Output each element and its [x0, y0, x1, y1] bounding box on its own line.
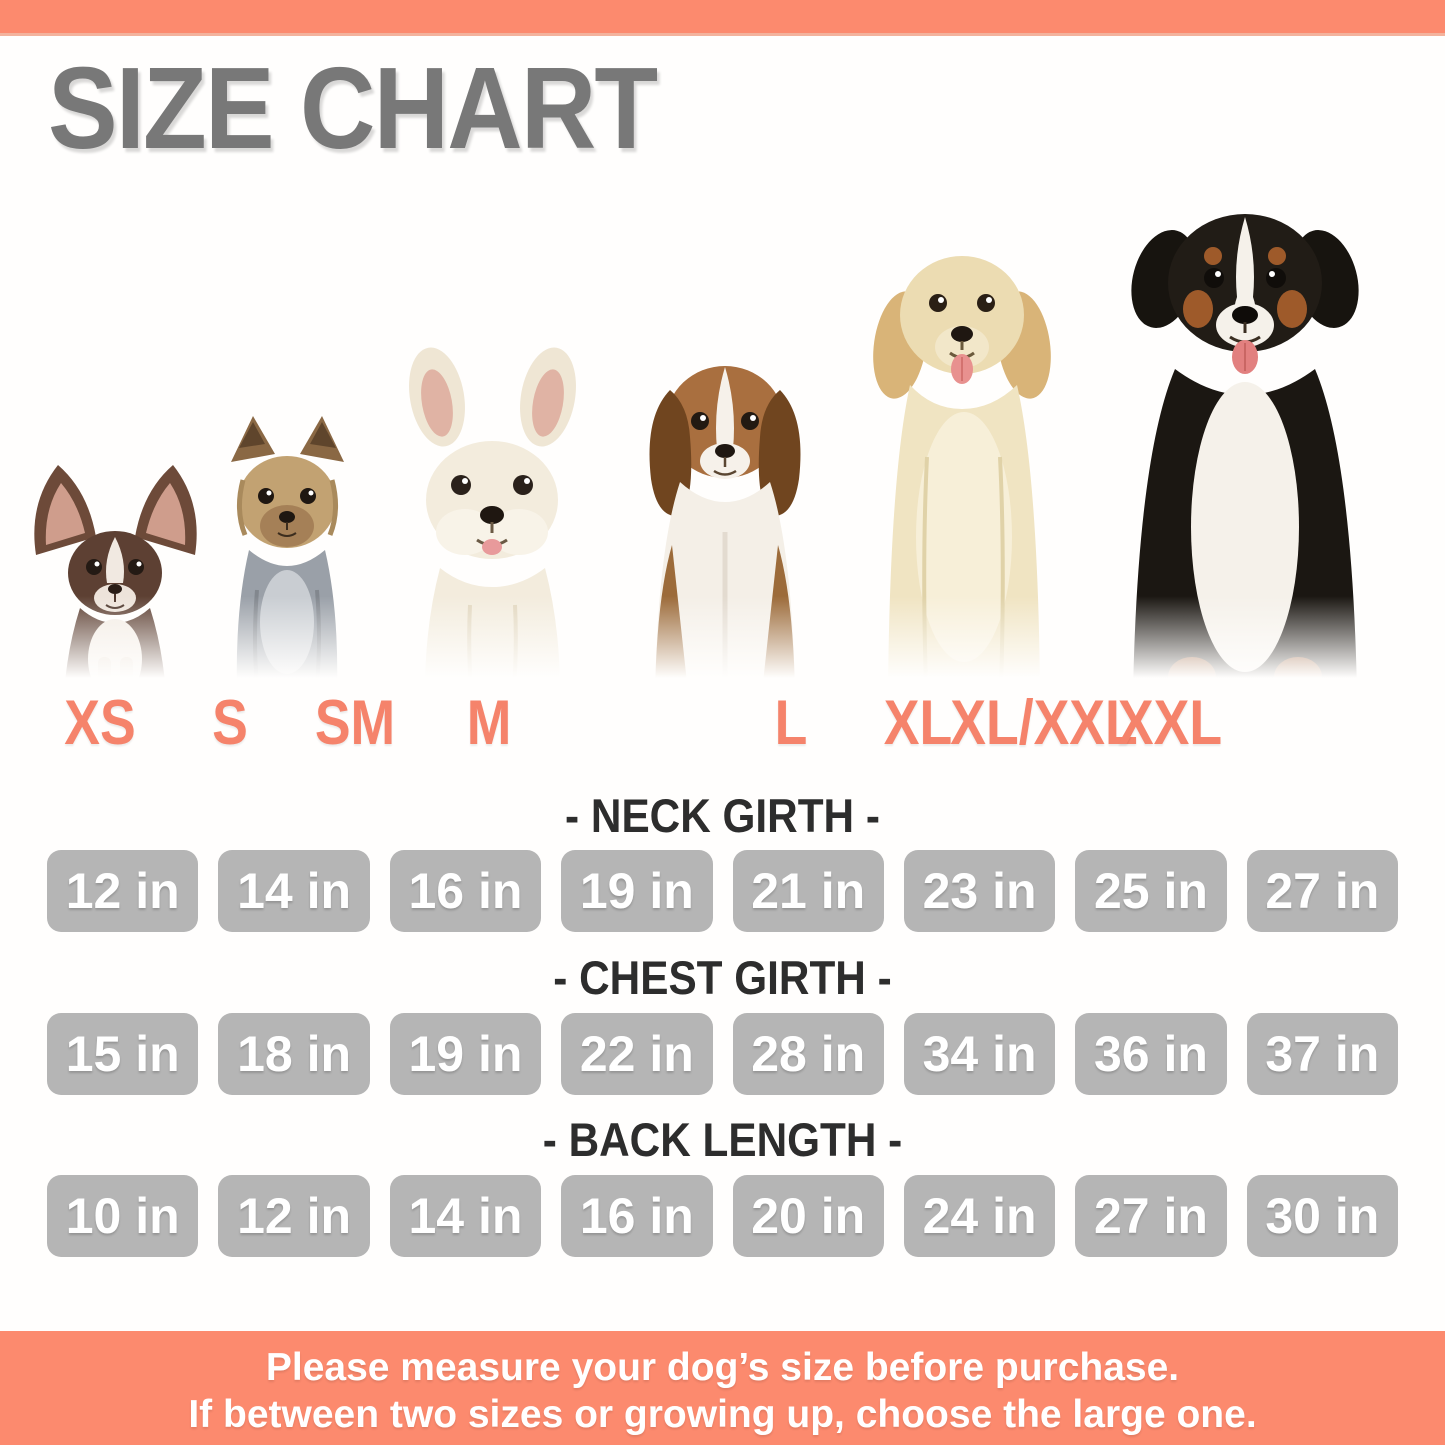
back-length-value: 14 in — [389, 1175, 542, 1257]
notice-line-1: Please measure your dog’s size before pu… — [265, 1346, 1180, 1389]
back-length-row: 10 in 12 in 14 in 16 in 20 in 24 in 27 i… — [0, 1175, 1445, 1257]
measurement-notice-banner: Please measure your dog’s size before pu… — [0, 1331, 1445, 1445]
back-length-value: 12 in — [218, 1175, 370, 1257]
size-label-m: M — [466, 688, 512, 758]
neck-girth-value: 19 in — [561, 850, 713, 932]
notice-line-2: If between two sizes or growing up, choo… — [188, 1393, 1257, 1436]
back-length-heading: - BACK LENGTH - — [542, 1113, 903, 1166]
dog-size-lineup — [0, 0, 1445, 696]
neck-girth-value: 23 in — [903, 850, 1056, 932]
chest-girth-value: 18 in — [218, 1013, 370, 1095]
back-length-value: 20 in — [732, 1175, 884, 1257]
chest-girth-value: 22 in — [561, 1013, 713, 1095]
page-title: SIZE CHART — [48, 43, 658, 173]
chest-girth-value: 37 in — [1246, 1013, 1398, 1095]
back-length-value: 24 in — [903, 1175, 1056, 1257]
size-label-xxl: XXL — [1117, 688, 1223, 758]
neck-girth-value: 16 in — [389, 850, 542, 932]
chest-girth-heading: - CHEST GIRTH - — [553, 951, 892, 1004]
chest-girth-row: 15 in 18 in 19 in 22 in 28 in 34 in 36 i… — [0, 1013, 1445, 1095]
size-label-xlxxl: XL/XXL — [950, 688, 1138, 758]
neck-girth-row: 12 in 14 in 16 in 19 in 21 in 23 in 25 i… — [0, 850, 1445, 932]
chest-girth-value: 28 in — [732, 1013, 884, 1095]
neck-girth-value: 14 in — [218, 850, 370, 932]
neck-girth-value: 12 in — [47, 850, 199, 932]
size-label-xl: XL — [883, 688, 953, 758]
neck-girth-value: 27 in — [1246, 850, 1398, 932]
chest-girth-value: 34 in — [903, 1013, 1056, 1095]
neck-girth-value: 21 in — [732, 850, 884, 932]
back-length-value: 30 in — [1246, 1175, 1398, 1257]
back-length-value: 27 in — [1075, 1175, 1227, 1257]
chest-girth-value: 15 in — [47, 1013, 199, 1095]
neck-girth-heading: - NECK GIRTH - — [565, 789, 880, 842]
size-label-l: L — [774, 688, 808, 758]
back-length-value: 10 in — [47, 1175, 199, 1257]
neck-girth-value: 25 in — [1075, 850, 1227, 932]
chest-girth-value: 19 in — [389, 1013, 542, 1095]
top-accent-bar — [0, 0, 1445, 36]
chest-girth-value: 36 in — [1075, 1013, 1227, 1095]
size-label-xs: XS — [64, 688, 136, 758]
photo-fade-overlay — [0, 596, 1445, 696]
size-label-sm: SM — [314, 688, 396, 758]
size-label-s: S — [212, 688, 248, 758]
back-length-value: 16 in — [561, 1175, 713, 1257]
